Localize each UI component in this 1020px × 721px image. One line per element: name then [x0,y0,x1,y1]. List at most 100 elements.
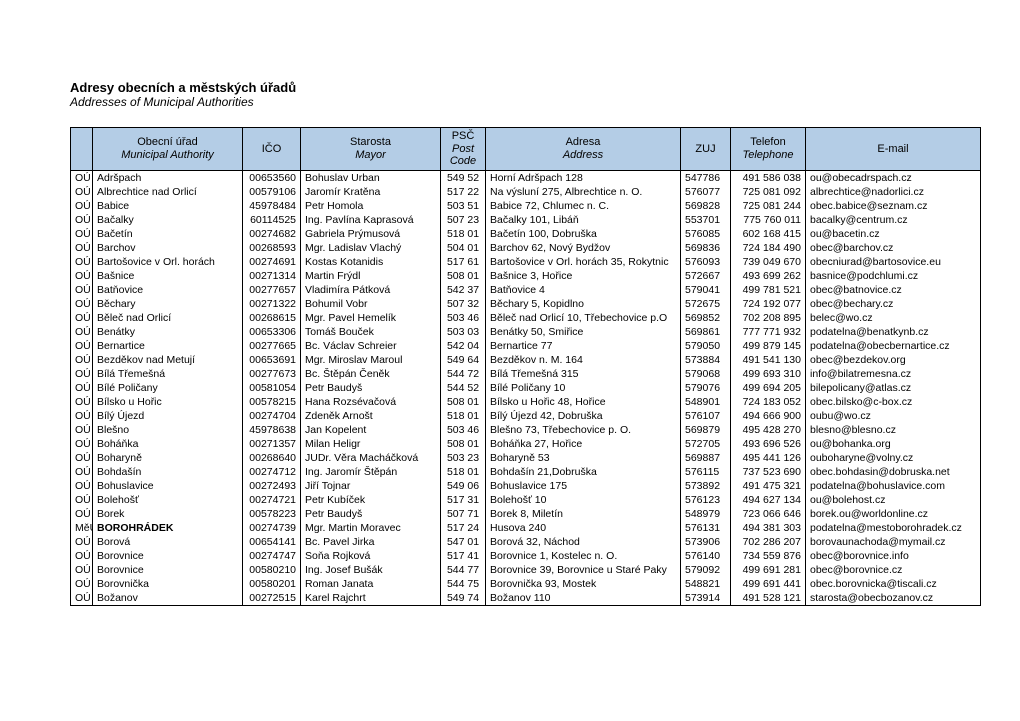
cell-zuj: 569887 [681,451,731,465]
cell-typ: OÚ [71,563,93,577]
cell-psc: 549 52 [441,170,486,185]
cell-ico: 00271357 [243,437,301,451]
cell-urad: Borek [93,507,243,521]
cell-tel: 724 184 490 [731,241,806,255]
cell-tel: 499 691 281 [731,563,806,577]
cell-urad: Bernartice [93,339,243,353]
cell-star: Mgr. Miroslav Maroul [301,353,441,367]
cell-urad: Bačetín [93,227,243,241]
cell-urad: Bačalky [93,213,243,227]
cell-typ: OÚ [71,255,93,269]
cell-adr: Bašnice 3, Hořice [486,269,681,283]
cell-mail: obec@borovnice.info [806,549,981,563]
cell-ico: 00580201 [243,577,301,591]
cell-zuj: 576140 [681,549,731,563]
cell-tel: 494 627 134 [731,493,806,507]
cell-mail: obec@bezdekov.org [806,353,981,367]
cell-adr: Bílá Třemešná 315 [486,367,681,381]
cell-urad: Bohuslavice [93,479,243,493]
cell-typ: OÚ [71,170,93,185]
authorities-table: Obecní úřad Municipal Authority IČO Star… [70,127,981,606]
cell-tel: 724 183 052 [731,395,806,409]
cell-adr: Horní Adršpach 128 [486,170,681,185]
cell-star: Bc. Pavel Jirka [301,535,441,549]
cell-tel: 702 208 895 [731,311,806,325]
cell-zuj: 576093 [681,255,731,269]
cell-adr: Božanov 110 [486,591,681,606]
cell-tel: 725 081 244 [731,199,806,213]
cell-typ: OÚ [71,535,93,549]
cell-psc: 544 72 [441,367,486,381]
cell-tel: 737 523 690 [731,465,806,479]
cell-typ: OÚ [71,199,93,213]
cell-ico: 00274691 [243,255,301,269]
cell-typ: OÚ [71,451,93,465]
cell-zuj: 553701 [681,213,731,227]
cell-adr: Barchov 62, Nový Bydžov [486,241,681,255]
cell-typ: OÚ [71,549,93,563]
cell-mail: info@bilatremesna.cz [806,367,981,381]
page-title-cz: Adresy obecních a městských úřadů [70,80,950,95]
cell-mail: bilepolicany@atlas.cz [806,381,981,395]
cell-psc: 544 77 [441,563,486,577]
cell-tel: 491 475 321 [731,479,806,493]
cell-tel: 495 441 126 [731,451,806,465]
cell-ico: 00271314 [243,269,301,283]
cell-urad: Albrechtice nad Orlicí [93,185,243,199]
cell-tel: 494 381 303 [731,521,806,535]
cell-tel: 491 528 121 [731,591,806,606]
table-body: OÚAdršpach00653560Bohuslav Urban549 52Ho… [71,170,981,605]
cell-star: Vladimíra Pátková [301,283,441,297]
cell-adr: Husova 240 [486,521,681,535]
cell-psc: 503 51 [441,199,486,213]
cell-ico: 00579106 [243,185,301,199]
cell-psc: 518 01 [441,409,486,423]
cell-zuj: 573892 [681,479,731,493]
cell-tel: 491 586 038 [731,170,806,185]
cell-typ: OÚ [71,269,93,283]
cell-urad: Adršpach [93,170,243,185]
cell-mail: albrechtice@nadorlici.cz [806,185,981,199]
cell-tel: 491 541 130 [731,353,806,367]
cell-adr: Bačetín 100, Dobruška [486,227,681,241]
cell-ico: 00268593 [243,241,301,255]
cell-tel: 734 559 876 [731,549,806,563]
cell-typ: OÚ [71,311,93,325]
cell-mail: obec@barchov.cz [806,241,981,255]
table-row: OÚBorovnička00580201Roman Janata544 75Bo… [71,577,981,591]
cell-mail: obec.bilsko@c-box.cz [806,395,981,409]
table-row: OÚBohuslavice00272493Jiří Tojnar549 06Bo… [71,479,981,493]
col-header-zuj: ZUJ [681,128,731,171]
table-row: OÚBěchary00271322Bohumil Vobr507 32Běcha… [71,297,981,311]
cell-urad: Borovnička [93,577,243,591]
cell-typ: OÚ [71,395,93,409]
table-row: OÚBorovnice00274747Soňa Rojková517 41Bor… [71,549,981,563]
cell-psc: 517 31 [441,493,486,507]
cell-typ: OÚ [71,409,93,423]
cell-ico: 00581054 [243,381,301,395]
cell-star: Hana Rozsévačová [301,395,441,409]
cell-ico: 00274747 [243,549,301,563]
cell-psc: 504 01 [441,241,486,255]
cell-mail: ouboharyne@volny.cz [806,451,981,465]
cell-zuj: 569836 [681,241,731,255]
cell-zuj: 573884 [681,353,731,367]
cell-urad: Blešno [93,423,243,437]
cell-tel: 499 693 310 [731,367,806,381]
cell-star: Jiří Tojnar [301,479,441,493]
cell-urad: Benátky [93,325,243,339]
cell-typ: MěÚ [71,521,93,535]
cell-typ: OÚ [71,367,93,381]
cell-typ: OÚ [71,297,93,311]
col-header-star: Starosta Mayor [301,128,441,171]
cell-zuj: 576115 [681,465,731,479]
cell-adr: Boharyně 53 [486,451,681,465]
table-row: OÚAlbrechtice nad Orlicí00579106Jaromír … [71,185,981,199]
cell-urad: Běchary [93,297,243,311]
cell-adr: Borovnice 1, Kostelec n. O. [486,549,681,563]
table-row: OÚBartošovice v Orl. horách00274691Kosta… [71,255,981,269]
cell-mail: blesno@blesno.cz [806,423,981,437]
cell-mail: belec@wo.cz [806,311,981,325]
cell-zuj: 576131 [681,521,731,535]
col-header-psc: PSČ Post Code [441,128,486,171]
